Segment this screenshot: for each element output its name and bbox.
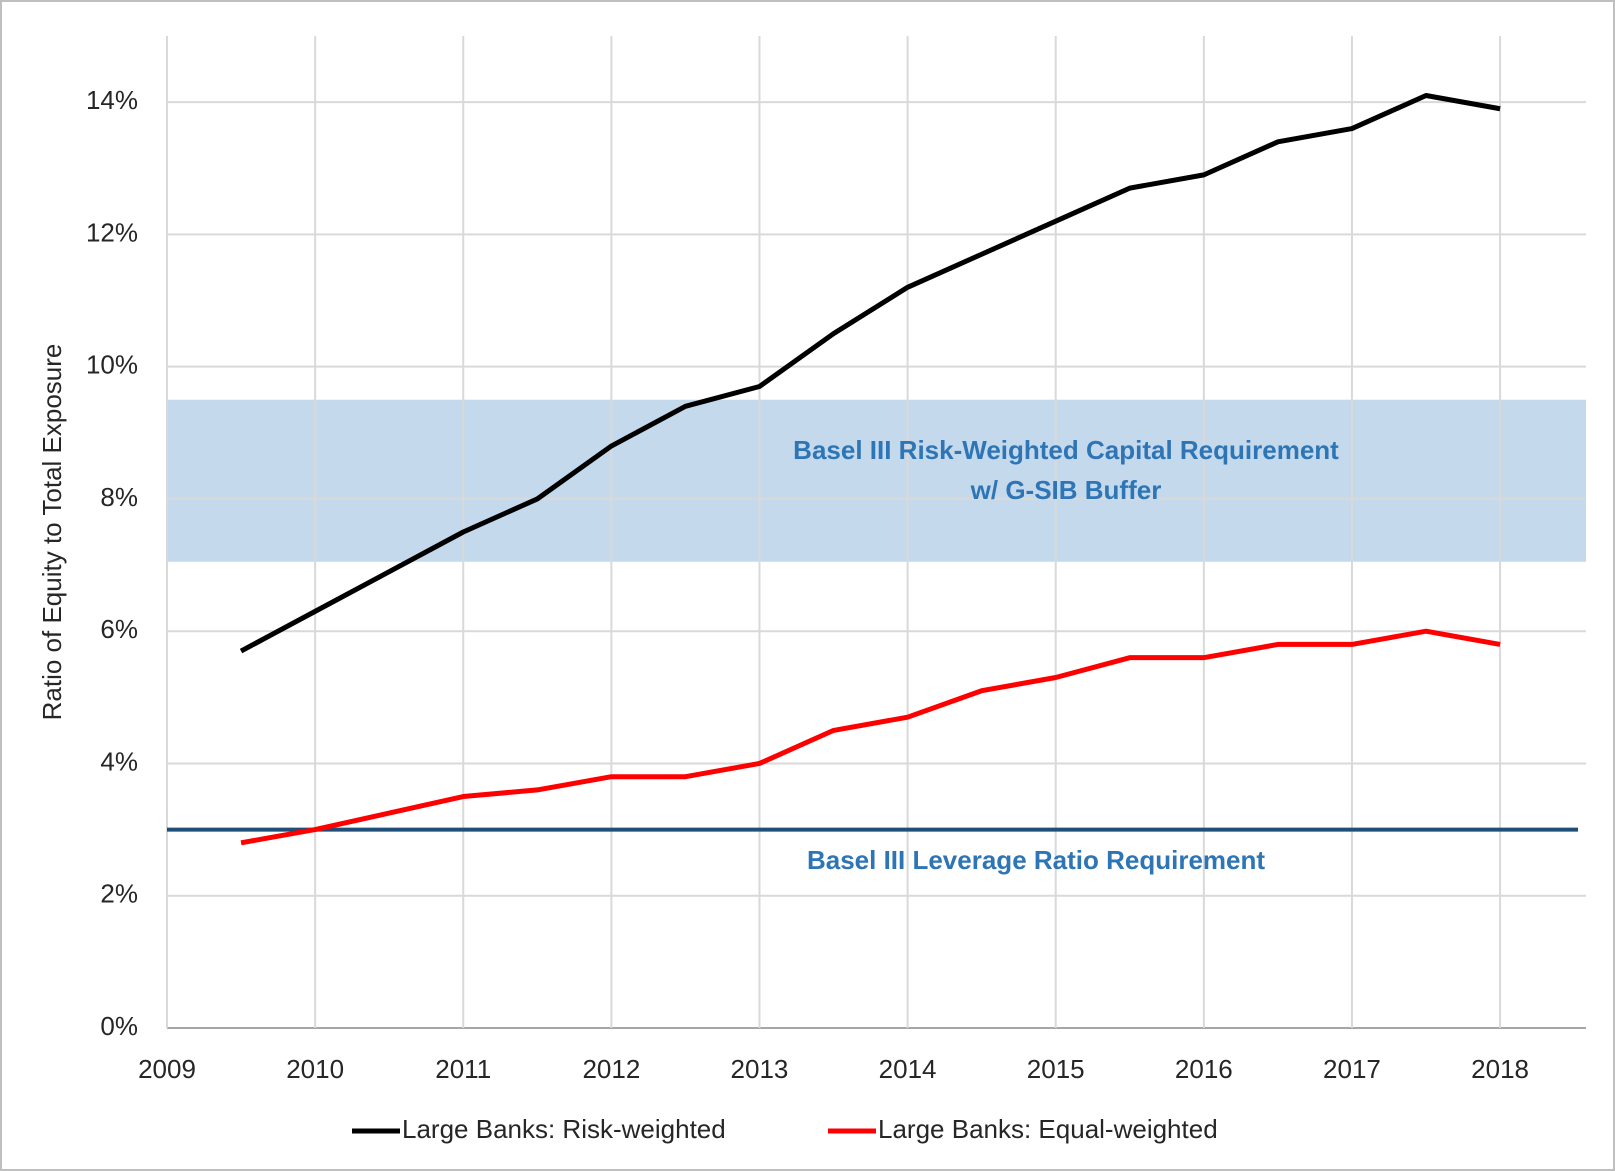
x-tick-label: 2015: [1027, 1054, 1085, 1084]
series-line: [239, 93, 1501, 654]
x-tick-label: 2017: [1323, 1054, 1381, 1084]
y-tick-label: 0%: [100, 1011, 138, 1041]
x-tick-label: 2011: [435, 1054, 491, 1084]
x-tick-label: 2016: [1175, 1054, 1233, 1084]
legend-label: Large Banks: Risk-weighted: [402, 1114, 726, 1144]
requirement-label: Basel III Leverage Ratio Requirement: [807, 845, 1265, 875]
x-tick-label: 2014: [879, 1054, 937, 1084]
y-tick-label: 10%: [86, 350, 138, 380]
y-tick-label: 2%: [100, 879, 138, 909]
x-tick-label: 2018: [1471, 1054, 1529, 1084]
x-tick-label: 2010: [286, 1054, 344, 1084]
x-tick-label: 2012: [582, 1054, 640, 1084]
x-tick-label: 2009: [138, 1054, 196, 1084]
y-tick-label: 8%: [100, 482, 138, 512]
band-label: w/ G-SIB Buffer: [970, 475, 1162, 505]
y-axis-title: Ratio of Equity to Total Exposure: [37, 344, 67, 721]
series-line: [240, 628, 1501, 846]
band-label: Basel III Risk-Weighted Capital Requirem…: [793, 435, 1339, 465]
y-tick-label: 12%: [86, 217, 138, 247]
legend-label: Large Banks: Equal-weighted: [878, 1114, 1218, 1144]
x-tick-label: 2013: [731, 1054, 789, 1084]
requirement-band: [167, 399, 1586, 562]
y-tick-label: 14%: [86, 85, 138, 115]
y-tick-label: 6%: [100, 614, 138, 644]
y-tick-label: 4%: [100, 746, 138, 776]
